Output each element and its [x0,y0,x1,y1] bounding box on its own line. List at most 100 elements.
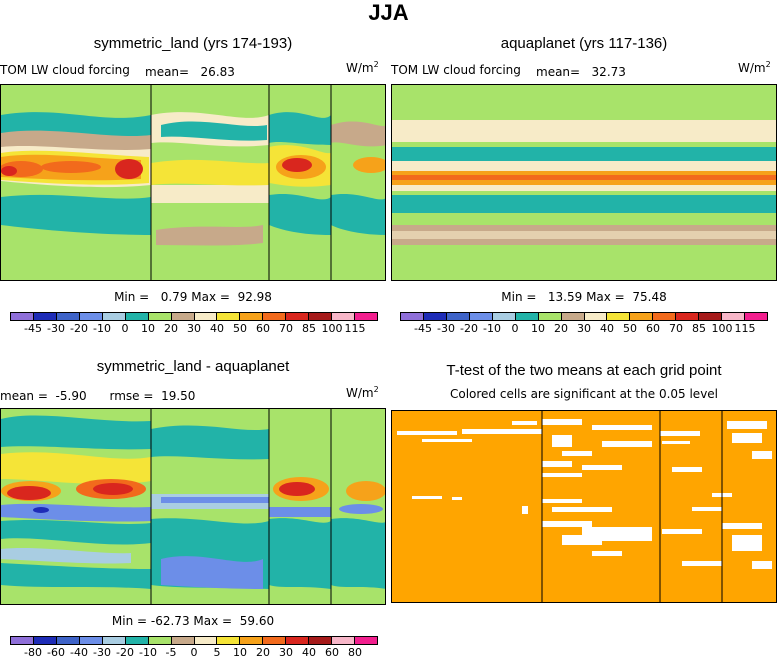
figure-title: JJA [368,0,409,25]
colorbar-swatch [561,313,585,320]
colorbar-swatch [125,637,149,644]
colorbar-swatch [56,313,80,320]
colorbar-swatch [355,313,377,320]
panel3-colorbar-ticks: -80 -60 -40 -30 -20 -10 -5 0 5 10 20 30 40 60 80 [10,646,378,660]
colorbar-tick-label: 40 [302,646,316,659]
panel1-title: symmetric_land (yrs 174-193) [93,35,293,52]
colorbar-tick-label: 30 [187,322,201,335]
colorbar-tick-label: 10 [233,646,247,659]
colorbar-tick-label: -10 [483,322,501,335]
colorbar-swatch [79,637,103,644]
colorbar-swatch [148,313,172,320]
colorbar-swatch [630,313,654,320]
panel4-title: T-test of the two means at each grid poi… [446,362,722,379]
colorbar-tick-label: 0 [511,322,519,335]
colorbar-swatch [745,313,767,320]
panel1-minmax: Min = 0.79 Max = 92.98 [114,290,272,304]
colorbar-tick-label: 60 [646,322,660,335]
colorbar-swatch [309,313,333,320]
colorbar-swatch [240,637,264,644]
colorbar-tick-label: 20 [164,322,178,335]
colorbar-swatch [240,313,264,320]
colorbar-tick-label: 115 [734,322,756,335]
panel2-colorbar-ticks: -45 -30 -20 -10 0 10 20 30 40 50 60 70 85 100 115 [400,322,768,336]
panel2-minmax: Min = 13.59 Max = 75.48 [501,290,667,304]
colorbar-swatch [355,637,377,644]
colorbar-swatch [263,637,287,644]
panel4-map [391,410,777,603]
colorbar-swatch [33,637,57,644]
colorbar-tick-label: -80 [24,646,42,659]
panel2-units: W/m2 [738,60,771,75]
colorbar-tick-label: -20 [116,646,134,659]
colorbar-tick-label: 10 [531,322,545,335]
panel2-mean-label: mean= 32.73 [536,65,626,79]
colorbar-tick-label: 60 [256,322,270,335]
colorbar-swatch [515,313,539,320]
colorbar-swatch [332,313,356,320]
panel2-mean-value: 32.73 [591,65,626,79]
colorbar-swatch [102,313,126,320]
colorbar-swatch [125,313,149,320]
colorbar-swatch [469,313,493,320]
colorbar-tick-label: 70 [279,322,293,335]
colorbar-swatch [79,313,103,320]
colorbar-tick-label: 70 [669,322,683,335]
panel1-mean-value: 26.83 [200,65,235,79]
colorbar-swatch [194,313,218,320]
colorbar-tick-label: -20 [70,322,88,335]
colorbar-swatch [401,313,424,320]
colorbar-tick-label: -45 [414,322,432,335]
colorbar-tick-label: -30 [47,322,65,335]
panel2-colorbar [400,312,768,321]
colorbar-tick-label: 80 [348,646,362,659]
colorbar-tick-label: 0 [190,646,198,659]
colorbar-tick-label: 20 [256,646,270,659]
colorbar-tick-label: 100 [321,322,343,335]
colorbar-tick-label: 115 [344,322,366,335]
colorbar-swatch [607,313,631,320]
panel4-significance [392,411,776,602]
colorbar-swatch [584,313,608,320]
colorbar-tick-label: 30 [577,322,591,335]
colorbar-tick-label: 50 [233,322,247,335]
colorbar-swatch [33,313,57,320]
panel1-colorbar-ticks: -45 -30 -20 -10 0 10 20 30 40 50 60 70 85 100 115 [10,322,378,336]
colorbar-swatch [492,313,516,320]
colorbar-tick-label: 50 [623,322,637,335]
colorbar-swatch [309,637,333,644]
panel1-colorbar [10,312,378,321]
colorbar-tick-label: 20 [554,322,568,335]
colorbar-tick-label: 5 [213,646,221,659]
colorbar-swatch [263,313,287,320]
colorbar-tick-label: 85 [302,322,316,335]
colorbar-tick-label: -20 [460,322,478,335]
panel1-map [0,84,386,281]
panel4-subtitle: Colored cells are significant at the 0.0… [449,387,719,401]
colorbar-tick-label: -30 [93,646,111,659]
colorbar-swatch [446,313,470,320]
panel3-contours [1,409,385,604]
panel2-variable-label: TOM LW cloud forcing [391,63,521,77]
colorbar-swatch [676,313,700,320]
colorbar-swatch [102,637,126,644]
colorbar-tick-label: 0 [121,322,129,335]
colorbar-swatch [171,637,195,644]
panel3-colorbar [10,636,378,645]
colorbar-swatch [332,637,356,644]
colorbar-swatch [423,313,447,320]
colorbar-tick-label: -30 [437,322,455,335]
colorbar-tick-label: 10 [141,322,155,335]
colorbar-tick-label: -60 [47,646,65,659]
colorbar-tick-label: 100 [711,322,733,335]
colorbar-swatch [148,637,172,644]
panel3-minmax: Min = -62.73 Max = 59.60 [111,614,275,628]
panel2-map [391,84,777,281]
colorbar-swatch [699,313,723,320]
colorbar-swatch [171,313,195,320]
panel1-units: W/m2 [346,60,379,75]
colorbar-swatch [286,313,310,320]
panel1-variable-label: TOM LW cloud forcing [0,63,130,77]
colorbar-swatch [217,313,241,320]
colorbar-tick-label: 30 [279,646,293,659]
